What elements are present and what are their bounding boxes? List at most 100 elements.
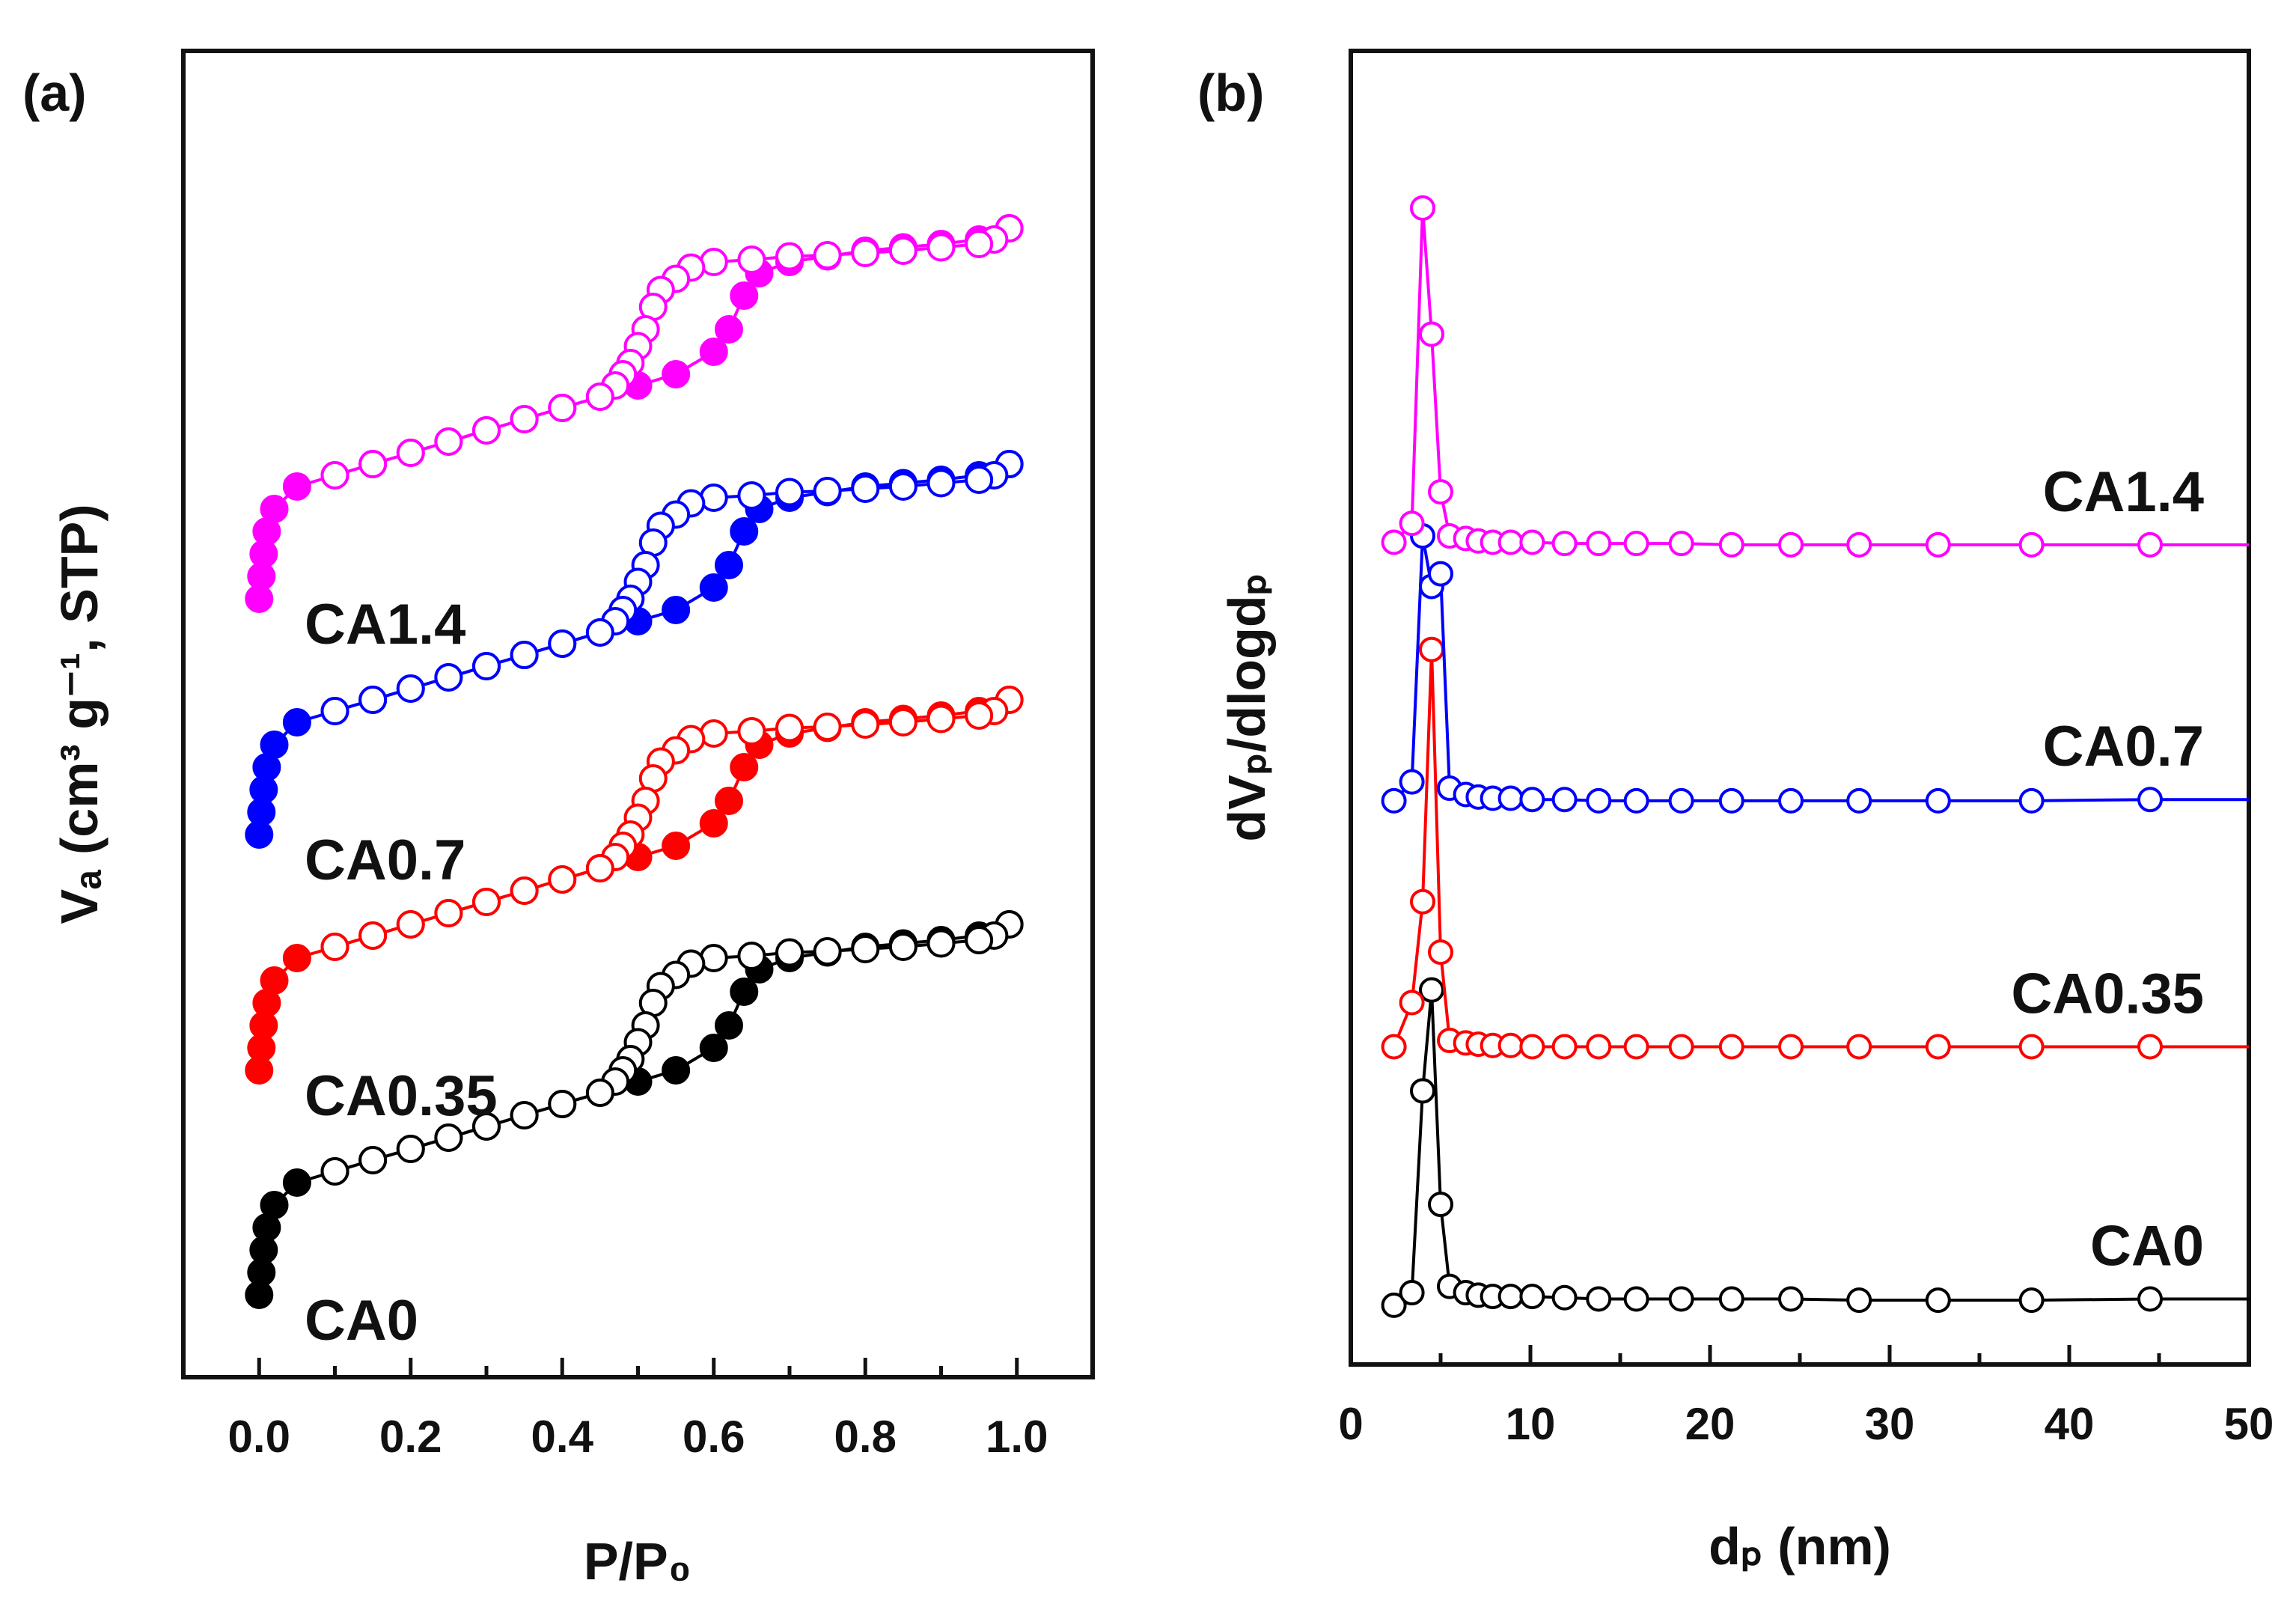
desorption-point xyxy=(585,618,614,647)
psd-point xyxy=(1519,529,1545,555)
adsorption-point xyxy=(715,787,743,815)
series-CA0.7 xyxy=(245,450,1024,849)
desorption-point xyxy=(510,641,539,669)
psd-point xyxy=(1428,939,1453,966)
adsorption-point xyxy=(662,832,691,860)
series-label-CA0.7: CA0.7 xyxy=(2043,715,2204,778)
desorption-point xyxy=(358,921,388,950)
desorption-point xyxy=(737,942,766,970)
adsorption-point xyxy=(699,573,728,602)
desorption-point xyxy=(548,1090,577,1118)
desorption-point xyxy=(358,686,388,714)
panel-b-series xyxy=(1381,195,2249,1318)
x-tick-label: 1.0 xyxy=(986,1412,1048,1462)
psd-point xyxy=(2137,531,2163,558)
adsorption-point xyxy=(699,338,728,366)
desorption-point xyxy=(775,478,804,507)
psd-point xyxy=(1551,787,1578,813)
desorption-point xyxy=(888,708,918,737)
panel-a-label: (a) xyxy=(22,64,87,122)
psd-point xyxy=(1497,785,1524,811)
desorption-point xyxy=(358,1146,388,1174)
desorption-point xyxy=(396,1135,425,1163)
x-tick-label: 0 xyxy=(1338,1399,1363,1449)
psd-point xyxy=(1410,888,1435,915)
series-CA1.4 xyxy=(1381,195,2249,558)
desorption-point xyxy=(358,450,388,478)
series-label-CA0: CA0 xyxy=(305,1289,418,1353)
desorption-point xyxy=(851,710,880,739)
psd-point xyxy=(1551,1284,1578,1311)
panel-a-isotherms: (a) P/P₀ Vₐ (cm³ g⁻¹, STP) 0.0 0.2 0.4 0.6 0… xyxy=(22,49,1095,1591)
desorption-point xyxy=(320,1157,349,1186)
psd-point xyxy=(2137,1286,2163,1312)
desorption-point xyxy=(396,910,425,939)
adsorption-point xyxy=(282,1168,311,1197)
desorption-point xyxy=(965,701,994,730)
desorption-point xyxy=(965,466,994,494)
series-CA0.35 xyxy=(245,686,1024,1085)
psd-line xyxy=(1393,989,2249,1307)
desorption-point xyxy=(548,865,577,894)
series-label-CA0: CA0 xyxy=(2090,1214,2204,1278)
psd-point xyxy=(1519,1284,1545,1310)
panel-a-x-axis-title: P/P₀ xyxy=(584,1532,691,1591)
desorption-point xyxy=(320,697,349,725)
adsorption-point xyxy=(260,731,289,759)
adsorption-point xyxy=(730,978,759,1006)
panel-b-y-axis-title: dVₚ/dlogdₚ xyxy=(1218,573,1276,841)
psd-point xyxy=(1778,787,1804,814)
series-CA0.35 xyxy=(1381,636,2249,1060)
desorption-point xyxy=(926,233,956,262)
adsorption-point xyxy=(282,708,311,737)
psd-point xyxy=(1846,787,1872,814)
psd-point xyxy=(1399,989,1425,1016)
desorption-point xyxy=(888,933,918,961)
psd-point xyxy=(1778,1286,1804,1312)
psd-point xyxy=(2018,1287,2045,1314)
desorption-point xyxy=(775,242,804,271)
desorption-point xyxy=(320,933,349,961)
psd-point xyxy=(1668,787,1694,814)
x-tick-label: 0.6 xyxy=(683,1412,745,1462)
adsorption-point xyxy=(260,495,289,523)
psd-point xyxy=(2137,1034,2163,1060)
x-tick-label: 0.8 xyxy=(834,1412,897,1462)
psd-line xyxy=(1392,649,2249,1049)
desorption-point xyxy=(434,899,463,927)
psd-point xyxy=(1623,1034,1649,1060)
psd-point xyxy=(1419,977,1444,1003)
psd-point xyxy=(1428,479,1453,505)
panel-b-pore-size: (b) dₚ (nm) dVₚ/dlogdₚ 0 10 20 30 40 50 CA0CA… xyxy=(1197,49,2274,1576)
desorption-point xyxy=(888,237,918,265)
series-CA0 xyxy=(1381,977,2249,1318)
desorption-point xyxy=(434,427,463,456)
panel-b-x-axis-title: dₚ (nm) xyxy=(1709,1517,1891,1576)
panel-b-label: (b) xyxy=(1197,64,1264,122)
series-label-CA1.4: CA1.4 xyxy=(2043,460,2204,524)
desorption-point xyxy=(737,717,766,745)
adsorption-point xyxy=(282,472,311,501)
desorption-point xyxy=(965,230,994,258)
panel-b-series-labels: CA0 CA0.35 CA0.7 CA1.4 xyxy=(2011,460,2204,1278)
desorption-point xyxy=(965,926,994,954)
adsorption-line xyxy=(257,227,1010,600)
psd-point xyxy=(1718,1034,1744,1060)
desorption-point xyxy=(737,481,766,510)
adsorption-point xyxy=(730,281,759,310)
panel-a-x-ticks: 0.0 0.2 0.4 0.6 0.8 1.0 xyxy=(181,1358,1095,1462)
psd-point xyxy=(1399,1280,1425,1306)
psd-point xyxy=(1497,1284,1524,1310)
adsorption-point xyxy=(699,809,728,838)
psd-point xyxy=(2018,531,2045,558)
psd-point xyxy=(1551,531,1578,557)
adsorption-point xyxy=(730,753,759,781)
psd-point xyxy=(1668,531,1694,557)
series-label-CA0.7: CA0.7 xyxy=(305,829,465,892)
psd-point xyxy=(1925,1287,1951,1314)
psd-point xyxy=(1623,1286,1649,1312)
desorption-point xyxy=(510,1101,539,1129)
desorption-point xyxy=(851,239,880,267)
psd-point xyxy=(1846,1034,1872,1060)
